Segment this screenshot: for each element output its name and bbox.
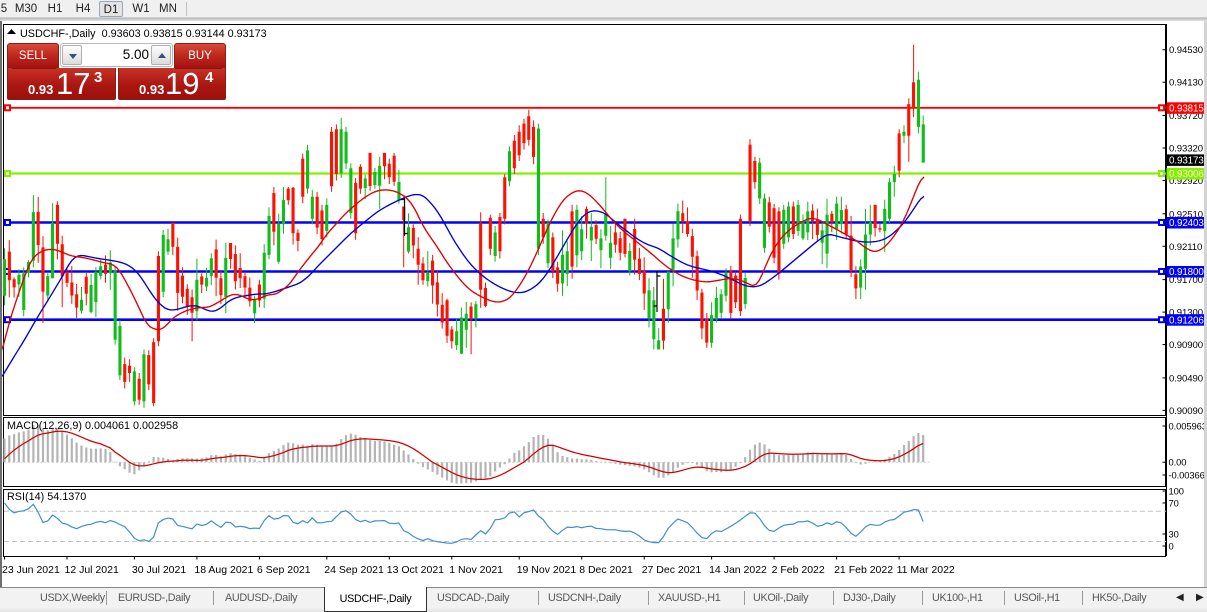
svg-text:30: 30: [1169, 529, 1179, 540]
svg-text:27 Dec 2021: 27 Dec 2021: [642, 564, 702, 576]
svg-text:0.93173: 0.93173: [1169, 156, 1204, 167]
svg-text:12 Jul 2021: 12 Jul 2021: [65, 564, 119, 576]
svg-text:0.93720: 0.93720: [1169, 111, 1203, 122]
svg-text:0.92110: 0.92110: [1169, 242, 1202, 253]
svg-text:0.91206: 0.91206: [1169, 315, 1204, 326]
svg-text:0.93006: 0.93006: [1169, 169, 1204, 180]
svg-text:0.94530: 0.94530: [1169, 45, 1203, 56]
svg-text:14 Jan 2022: 14 Jan 2022: [709, 564, 767, 576]
svg-text:-0.00366: -0.00366: [1169, 470, 1205, 481]
svg-text:1 Nov 2021: 1 Nov 2021: [449, 564, 503, 576]
svg-text:6 Sep 2021: 6 Sep 2021: [257, 564, 311, 576]
svg-text:0.92920: 0.92920: [1169, 176, 1203, 187]
svg-text:0.00: 0.00: [1169, 457, 1187, 468]
svg-text:0.92403: 0.92403: [1169, 218, 1204, 229]
svg-text:100: 100: [1169, 486, 1184, 497]
svg-text:70: 70: [1169, 498, 1179, 509]
svg-text:11 Mar 2022: 11 Mar 2022: [897, 564, 955, 576]
svg-text:0.93320: 0.93320: [1169, 144, 1203, 155]
svg-text:19 Nov 2021: 19 Nov 2021: [517, 564, 577, 576]
svg-text:13 Oct 2021: 13 Oct 2021: [387, 564, 444, 576]
svg-text:2 Feb 2022: 2 Feb 2022: [772, 564, 825, 576]
svg-text:0.90900: 0.90900: [1169, 340, 1203, 351]
svg-text:30 Jul 2021: 30 Jul 2021: [132, 564, 186, 576]
svg-text:USDCHF-,Daily 0.93603 0.93815: USDCHF-,Daily 0.93603 0.93815 0.93144 0.…: [20, 28, 267, 40]
svg-text:24 Sep 2021: 24 Sep 2021: [324, 564, 384, 576]
svg-text:0.90490: 0.90490: [1169, 373, 1203, 384]
svg-text:21 Feb 2022: 21 Feb 2022: [834, 564, 893, 576]
svg-text:0.91300: 0.91300: [1169, 308, 1203, 319]
svg-text:0.91700: 0.91700: [1169, 275, 1203, 286]
svg-text:RSI(14) 54.1370: RSI(14) 54.1370: [7, 491, 86, 503]
svg-text:0.92510: 0.92510: [1169, 209, 1203, 220]
svg-text:0.94130: 0.94130: [1169, 78, 1203, 89]
svg-text:0.90090: 0.90090: [1169, 406, 1203, 417]
svg-text:MACD(12,26,9) 0.004061 0.00295: MACD(12,26,9) 0.004061 0.002958: [7, 420, 178, 432]
svg-text:0.91800: 0.91800: [1169, 267, 1204, 278]
svg-text:0.93815: 0.93815: [1169, 103, 1204, 114]
svg-text:8 Dec 2021: 8 Dec 2021: [579, 564, 633, 576]
svg-text:18 Aug 2021: 18 Aug 2021: [194, 564, 253, 576]
svg-text:0: 0: [1169, 541, 1174, 552]
svg-text:0.005963: 0.005963: [1169, 421, 1207, 432]
svg-text:23 Jun 2021: 23 Jun 2021: [2, 564, 60, 576]
